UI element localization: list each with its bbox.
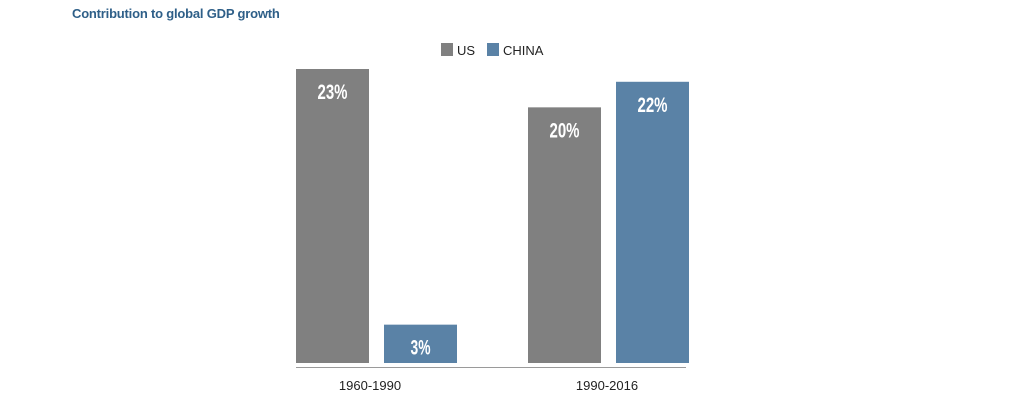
- data-labels-group: 23% 3% 20% 22%: [318, 81, 668, 360]
- bar-china-1960-1990: [384, 324, 457, 363]
- legend-label-us: US: [457, 43, 475, 58]
- category-label-1960-1990: 1960-1990: [339, 378, 401, 393]
- chart-title: Contribution to global GDP growth: [72, 6, 280, 21]
- data-label-us-1960-1990: 23%: [318, 81, 348, 104]
- legend-label-china: CHINA: [503, 43, 544, 58]
- bars-group: [296, 69, 689, 364]
- legend-swatch-us: [441, 43, 453, 56]
- legend-swatch-china: [487, 43, 499, 56]
- bar-us-1960-1990: [296, 69, 369, 363]
- legend: US CHINA: [441, 43, 544, 58]
- category-labels-group: 1960-1990 1990-2016: [339, 378, 638, 393]
- data-label-us-1990-2016: 20%: [550, 119, 580, 142]
- bar-us-1990-2016: [528, 107, 601, 363]
- data-label-china-1990-2016: 22%: [638, 94, 668, 117]
- category-label-1990-2016: 1990-2016: [576, 378, 638, 393]
- data-label-china-1960-1990: 3%: [411, 337, 431, 360]
- bar-china-1990-2016: [616, 81, 689, 364]
